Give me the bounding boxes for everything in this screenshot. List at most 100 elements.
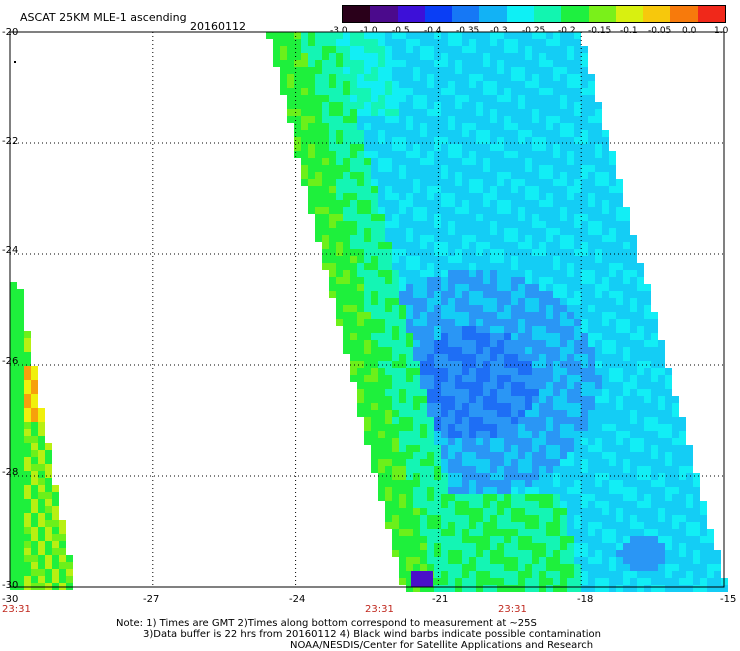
wind-cell xyxy=(518,284,525,291)
wind-cell xyxy=(24,338,31,345)
wind-cell xyxy=(532,466,539,473)
wind-cell xyxy=(511,305,518,312)
wind-cell xyxy=(483,529,490,536)
wind-cell xyxy=(462,466,469,473)
wind-cell xyxy=(595,172,602,179)
product-title: ASCAT 25KM MLE-1 ascending xyxy=(20,11,187,24)
wind-cell xyxy=(497,529,504,536)
wind-cell xyxy=(595,200,602,207)
wind-cell xyxy=(420,375,427,382)
wind-cell xyxy=(595,466,602,473)
wind-cell xyxy=(294,60,301,67)
wind-cell xyxy=(455,515,462,522)
wind-cell xyxy=(427,277,434,284)
wind-cell xyxy=(665,578,672,585)
wind-cell xyxy=(420,347,427,354)
wind-cell xyxy=(413,529,420,536)
wind-cell xyxy=(476,557,483,564)
wind-cell xyxy=(602,529,609,536)
wind-cell xyxy=(532,508,539,515)
wind-cell xyxy=(546,277,553,284)
wind-cell xyxy=(371,186,378,193)
wind-cell xyxy=(616,207,623,214)
wind-cell xyxy=(525,445,532,452)
wind-cell xyxy=(651,431,658,438)
wind-cell xyxy=(679,529,686,536)
wind-cell xyxy=(455,193,462,200)
wind-cell xyxy=(511,116,518,123)
wind-cell xyxy=(448,263,455,270)
wind-cell xyxy=(385,256,392,263)
wind-cell xyxy=(399,375,406,382)
wind-cell xyxy=(511,543,518,550)
wind-cell xyxy=(483,32,490,39)
wind-cell xyxy=(560,158,567,165)
wind-cell xyxy=(553,109,560,116)
wind-cell xyxy=(616,340,623,347)
wind-cell xyxy=(665,564,672,571)
wind-cell xyxy=(455,256,462,263)
wind-cell xyxy=(343,39,350,46)
wind-cell xyxy=(490,452,497,459)
wind-cell xyxy=(658,529,665,536)
wind-cell xyxy=(651,368,658,375)
wind-cell xyxy=(441,550,448,557)
wind-cell xyxy=(518,165,525,172)
wind-cell xyxy=(434,361,441,368)
wind-cell xyxy=(630,466,637,473)
wind-cell xyxy=(413,144,420,151)
wind-cell xyxy=(616,515,623,522)
wind-cell xyxy=(371,417,378,424)
wind-cell xyxy=(665,438,672,445)
wind-cell xyxy=(539,340,546,347)
wind-cell xyxy=(574,74,581,81)
wind-cell xyxy=(322,172,329,179)
wind-cell xyxy=(385,487,392,494)
wind-cell xyxy=(567,144,574,151)
wind-cell xyxy=(448,53,455,60)
wind-cell xyxy=(441,424,448,431)
wind-cell xyxy=(308,158,315,165)
wind-cell xyxy=(518,424,525,431)
wind-cell xyxy=(462,137,469,144)
wind-cell xyxy=(476,172,483,179)
wind-cell xyxy=(427,74,434,81)
wind-cell xyxy=(602,200,609,207)
wind-cell xyxy=(588,480,595,487)
wind-cell xyxy=(38,408,45,415)
wind-cell xyxy=(497,95,504,102)
wind-cell xyxy=(413,67,420,74)
wind-cell xyxy=(406,137,413,144)
wind-cell xyxy=(539,452,546,459)
wind-cell xyxy=(371,277,378,284)
wind-cell xyxy=(24,429,31,436)
wind-cell xyxy=(392,382,399,389)
wind-cell xyxy=(336,221,343,228)
wind-cell xyxy=(441,130,448,137)
wind-cell xyxy=(287,39,294,46)
wind-cell xyxy=(469,137,476,144)
wind-cell xyxy=(420,550,427,557)
wind-cell xyxy=(560,151,567,158)
wind-cell xyxy=(315,67,322,74)
wind-cell xyxy=(497,284,504,291)
wind-cell xyxy=(560,501,567,508)
wind-cell xyxy=(413,536,420,543)
wind-cell xyxy=(560,417,567,424)
wind-cell xyxy=(385,172,392,179)
pass-time-label: 23:31 xyxy=(365,604,394,615)
wind-cell xyxy=(420,536,427,543)
wind-cell xyxy=(378,368,385,375)
wind-cell xyxy=(329,95,336,102)
wind-cell xyxy=(434,102,441,109)
wind-cell xyxy=(539,543,546,550)
wind-cell xyxy=(336,319,343,326)
wind-cell xyxy=(630,522,637,529)
wind-cell xyxy=(644,361,651,368)
wind-cell xyxy=(679,417,686,424)
wind-cell xyxy=(483,263,490,270)
wind-cell xyxy=(637,333,644,340)
wind-cell xyxy=(518,39,525,46)
wind-cell xyxy=(378,291,385,298)
wind-cell xyxy=(301,165,308,172)
